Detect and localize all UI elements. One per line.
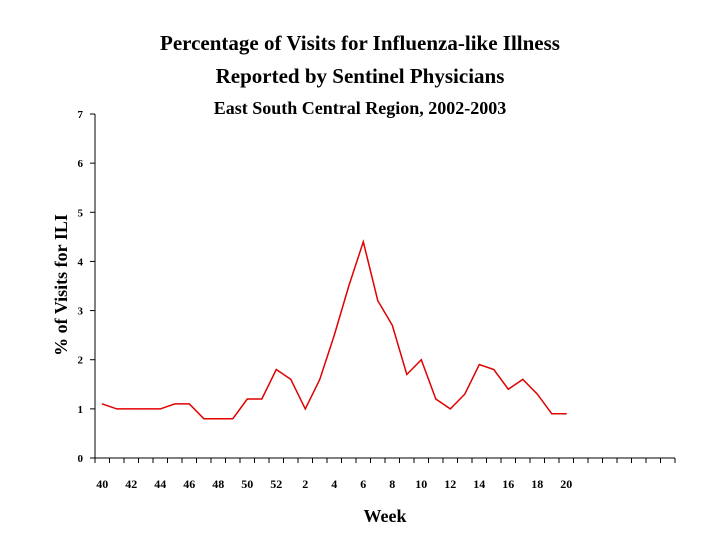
- series-line: [102, 239, 567, 420]
- y-axis-label: % of Visits for ILI: [51, 214, 71, 356]
- y-tick-label: 4: [78, 256, 84, 268]
- x-tick-label: 14: [473, 477, 485, 491]
- x-tick-label: 4: [331, 477, 337, 491]
- data-point: [464, 393, 466, 395]
- data-point: [275, 368, 277, 371]
- data-point: [362, 241, 364, 243]
- series-group: [101, 239, 567, 420]
- data-point: [101, 403, 103, 405]
- x-tick-label: 12: [444, 477, 456, 491]
- data-point: [232, 418, 234, 420]
- data-point: [391, 324, 393, 326]
- x-tick-label: 48: [212, 477, 224, 491]
- x-tick-label: 42: [125, 477, 137, 491]
- data-point: [217, 418, 219, 420]
- chart-subtitle: Reported by Sentinel Physicians: [215, 64, 505, 88]
- data-point: [406, 373, 408, 376]
- data-point: [319, 378, 321, 380]
- x-tick-label: 20: [560, 477, 572, 491]
- data-point: [246, 398, 248, 400]
- x-tick-label: 46: [183, 477, 195, 491]
- x-tick-label: 44: [154, 477, 166, 491]
- data-point: [290, 378, 292, 380]
- x-tick-label: 52: [270, 477, 282, 491]
- y-tick-label: 1: [78, 404, 84, 416]
- x-axis-ticks: 40 42 44 46 48 50 52 2 4 6 8 10 12 14 16 18 20: [94, 458, 676, 491]
- data-point: [348, 285, 350, 287]
- data-point: [145, 408, 147, 410]
- y-tick-label: 6: [78, 158, 84, 170]
- x-tick-label: 18: [531, 477, 543, 491]
- data-point: [493, 368, 495, 371]
- x-tick-label: 8: [389, 477, 395, 491]
- x-tick-label: 40: [96, 477, 108, 491]
- data-point: [565, 413, 567, 415]
- data-point: [116, 408, 118, 410]
- data-point: [203, 418, 205, 420]
- data-point: [261, 398, 263, 400]
- data-point: [304, 408, 306, 410]
- data-point: [536, 393, 538, 395]
- data-point: [130, 408, 132, 410]
- x-tick-label: 10: [415, 477, 427, 491]
- x-axis-label: Week: [364, 506, 407, 526]
- data-point: [159, 408, 161, 410]
- y-tick-label: 0: [78, 453, 84, 465]
- x-tick-label: 50: [241, 477, 253, 491]
- y-tick-label: 2: [78, 355, 84, 367]
- y-tick-label: 3: [78, 306, 84, 318]
- data-point: [507, 388, 509, 390]
- chart-region-subtitle: East South Central Region, 2002-2003: [213, 98, 507, 118]
- data-point: [420, 359, 422, 361]
- x-tick-label: 16: [502, 477, 514, 491]
- x-tick-label: 2: [302, 477, 308, 491]
- data-point: [478, 364, 480, 366]
- data-point: [551, 413, 553, 415]
- data-point: [377, 300, 379, 302]
- y-tick-label: 5: [78, 207, 84, 219]
- data-point: [435, 398, 437, 400]
- chart-title: Percentage of Visits for Influenza-like …: [160, 31, 560, 55]
- y-axis-ticks: 0 1 2 3 4 5 6 7: [78, 109, 95, 465]
- data-point: [333, 334, 335, 336]
- data-point: [522, 378, 524, 380]
- data-point: [449, 408, 451, 410]
- x-tick-label: 6: [360, 477, 366, 491]
- data-point: [174, 403, 176, 405]
- data-point: [188, 403, 190, 405]
- y-tick-label: 7: [78, 109, 84, 121]
- axes: [94, 114, 675, 459]
